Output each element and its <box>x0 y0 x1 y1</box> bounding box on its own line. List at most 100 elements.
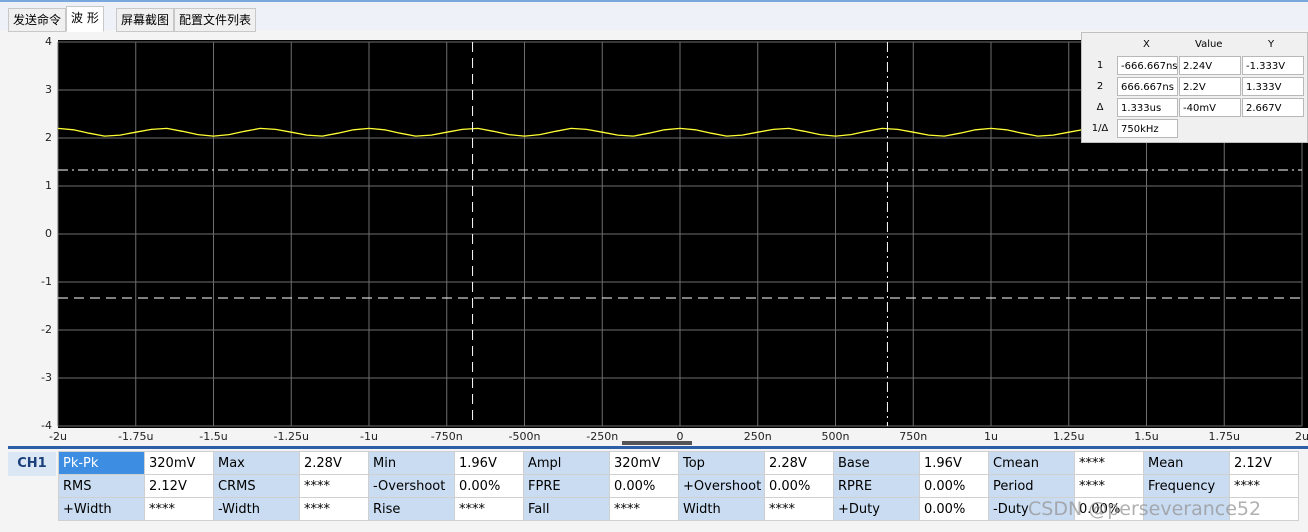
measurement-row: Pk-Pk 320mV Max 2.28V Min 1.96V Ampl 320mV Top 2.… <box>58 451 1299 475</box>
cursor-value: 2.24V <box>1179 56 1241 75</box>
measurement-value: **** <box>1229 474 1299 498</box>
measurement-name[interactable]: +Width <box>58 497 145 521</box>
x-tick-label: 1.75u <box>1209 430 1240 443</box>
measurement-value: 1.96V <box>919 451 989 475</box>
measurement-value: 0.00% <box>454 474 524 498</box>
row-label: 1 <box>1096 60 1104 71</box>
y-tick-label: -1 <box>41 275 52 288</box>
x-tick-label: -1.75u <box>118 430 153 443</box>
x-tick-label: -500n <box>509 430 541 443</box>
x-tick-label: -250n <box>586 430 618 443</box>
x-tick-label: -1.5u <box>199 430 227 443</box>
tab[interactable]: 波 形 <box>66 6 104 32</box>
measurement-name[interactable]: Fall <box>523 497 610 521</box>
measurement-value: **** <box>764 497 834 521</box>
cursor-value: -40mV <box>1179 98 1241 117</box>
measurement-value: 320mV <box>144 451 214 475</box>
measurement-name[interactable]: FPRE <box>523 474 610 498</box>
measurement-value: **** <box>609 497 679 521</box>
row-label: 2 <box>1096 81 1104 92</box>
measurement-name[interactable]: RPRE <box>833 474 920 498</box>
y-tick-label: -2 <box>41 323 52 336</box>
cursor-value: 666.667ns <box>1117 77 1178 96</box>
tab[interactable]: 屏幕截图 <box>116 8 175 32</box>
x-tick-label: 1.5u <box>1134 430 1158 443</box>
x-tick-label: -1u <box>360 430 378 443</box>
tab[interactable]: 发送命令 <box>8 8 67 32</box>
x-tick-label: 250n <box>744 430 772 443</box>
measurement-value: 2.28V <box>299 451 369 475</box>
measurement-name[interactable]: Ampl <box>523 451 610 475</box>
cursor-value: 1.333us <box>1117 98 1178 117</box>
measurement-value: **** <box>299 497 369 521</box>
measurement-name[interactable]: Mean <box>1143 451 1230 475</box>
measurement-name[interactable]: Cmean <box>988 451 1075 475</box>
measurement-name[interactable]: CRMS <box>213 474 300 498</box>
measurement-table: Pk-Pk 320mV Max 2.28V Min 1.96V Ampl 320mV Top 2.… <box>58 451 1299 521</box>
measurement-value: 1.96V <box>454 451 524 475</box>
measurement-name[interactable]: Base <box>833 451 920 475</box>
cursor-value: 2.2V <box>1179 77 1241 96</box>
measurement-name[interactable]: Max <box>213 451 300 475</box>
y-tick-label: 1 <box>45 179 52 192</box>
measurement-row: +Width **** -Width **** Rise **** Fall **** Widt… <box>58 497 1299 521</box>
cursor-panel: X Value Y 1 -666.667ns 2.24V -1.333V 2 666.667ns… <box>1081 32 1308 143</box>
measurement-name[interactable]: -Duty <box>988 497 1075 521</box>
measurement-value <box>1229 497 1299 521</box>
measurement-value: **** <box>299 474 369 498</box>
measurement-value: 2.28V <box>764 451 834 475</box>
x-tick-label: -750n <box>431 430 463 443</box>
measurement-value: 320mV <box>609 451 679 475</box>
measurement-row: RMS 2.12V CRMS **** -Overshoot 0.00% FPRE 0.00%… <box>58 474 1299 498</box>
divider <box>8 446 1308 449</box>
channel-label[interactable]: CH1 <box>8 452 56 476</box>
y-tick-label: 2 <box>45 131 52 144</box>
column-header: X <box>1143 39 1150 50</box>
splitter-handle[interactable] <box>622 441 692 445</box>
measurement-value: **** <box>144 497 214 521</box>
tab[interactable]: 配置文件列表 <box>174 8 257 32</box>
measurement-name[interactable]: Pk-Pk <box>58 451 145 475</box>
x-tick-label: 2u <box>1295 430 1308 443</box>
measurement-value: 0.00% <box>764 474 834 498</box>
measurement-value: **** <box>1074 451 1144 475</box>
x-tick-label: -1.25u <box>274 430 309 443</box>
measurement-value: **** <box>1074 474 1144 498</box>
cursor-value: 2.667V <box>1242 98 1304 117</box>
measurement-value: 2.12V <box>1229 451 1299 475</box>
measurement-name[interactable]: Rise <box>368 497 455 521</box>
measurement-name[interactable]: +Duty <box>833 497 920 521</box>
y-tick-label: -4 <box>41 419 52 432</box>
cursor-value: -666.667ns <box>1117 56 1178 75</box>
x-tick-label: 1.25u <box>1053 430 1084 443</box>
measurement-name[interactable]: +Overshoot <box>678 474 765 498</box>
row-label: 1/Δ <box>1091 123 1109 134</box>
x-tick-label: 500n <box>822 430 850 443</box>
measurement-name[interactable]: Frequency <box>1143 474 1230 498</box>
cursor-value: 1.333V <box>1242 77 1304 96</box>
measurement-name[interactable]: Period <box>988 474 1075 498</box>
measurement-name[interactable]: Top <box>678 451 765 475</box>
x-tick-label: 750n <box>899 430 927 443</box>
tab-bar: 发送命令波 形屏幕截图 配置文件列表 <box>0 0 1308 32</box>
measurement-name[interactable]: Width <box>678 497 765 521</box>
measurement-name <box>1143 497 1230 521</box>
watermark: CSDN @perseverance52 <box>1028 498 1262 520</box>
measurement-name[interactable]: Min <box>368 451 455 475</box>
y-tick-label: 4 <box>45 35 52 48</box>
measurement-name[interactable]: RMS <box>58 474 145 498</box>
measurement-value: **** <box>454 497 524 521</box>
column-header: Y <box>1268 39 1275 50</box>
column-header: Value <box>1195 39 1223 50</box>
y-tick-label: -3 <box>41 371 52 384</box>
y-tick-label: 0 <box>45 227 52 240</box>
measurement-value: 0.00% <box>1074 497 1144 521</box>
measurement-name[interactable]: -Width <box>213 497 300 521</box>
measurement-value: 2.12V <box>144 474 214 498</box>
x-tick-label: 1u <box>984 430 998 443</box>
measurement-name[interactable]: -Overshoot <box>368 474 455 498</box>
measurement-value: 0.00% <box>919 497 989 521</box>
cursor-value: -1.333V <box>1242 56 1304 75</box>
x-tick-label: -2u <box>49 430 67 443</box>
